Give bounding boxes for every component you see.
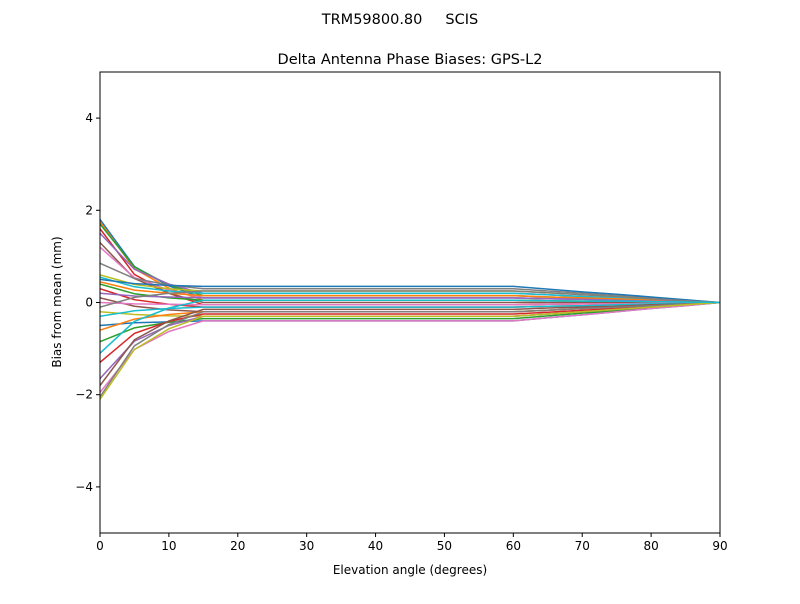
series-line-11 — [100, 278, 720, 304]
y-axis: −4 −2 0 2 4 — [75, 111, 100, 494]
x-tick-label: 60 — [506, 539, 521, 553]
x-tick-label: 0 — [96, 539, 104, 553]
y-tick-label: 4 — [85, 111, 93, 125]
x-tick-label: 70 — [575, 539, 590, 553]
series-line-6 — [100, 242, 720, 304]
x-tick-label: 30 — [299, 539, 314, 553]
series-line-10 — [100, 276, 720, 304]
x-axis-label: Elevation angle (degrees) — [333, 563, 487, 577]
series-line-27 — [100, 301, 720, 393]
series-line-20 — [100, 301, 720, 318]
chart-title: Delta Antenna Phase Biases: GPS-L2 — [278, 52, 543, 68]
suptitle: TRM59800.80 SCIS — [321, 12, 478, 28]
x-tick-label: 10 — [161, 539, 176, 553]
series-line-18 — [100, 290, 720, 308]
series-line-30 — [100, 299, 720, 354]
series-line-23 — [100, 301, 720, 343]
x-tick-label: 20 — [230, 539, 245, 553]
series-line-28 — [100, 301, 720, 398]
x-tick-label: 50 — [437, 539, 452, 553]
y-tick-label: −4 — [75, 480, 93, 494]
x-tick-label: 90 — [712, 539, 727, 553]
x-axis: 0 10 20 30 40 50 60 70 80 90 — [96, 533, 728, 553]
y-tick-label: −2 — [75, 388, 93, 402]
series-line-8 — [100, 262, 720, 304]
y-tick-label: 0 — [85, 296, 93, 310]
series-line-15 — [100, 292, 720, 304]
series-line-12 — [100, 281, 720, 304]
x-tick-label: 40 — [368, 539, 383, 553]
series-line-24 — [100, 301, 720, 363]
y-axis-label: Bias from mean (mm) — [50, 236, 64, 367]
series-lines — [100, 219, 720, 400]
series-line-29 — [100, 301, 720, 400]
y-tick-label: 2 — [85, 203, 93, 217]
x-tick-label: 80 — [643, 539, 658, 553]
series-line-17 — [100, 301, 720, 306]
series-line-26 — [100, 301, 720, 386]
